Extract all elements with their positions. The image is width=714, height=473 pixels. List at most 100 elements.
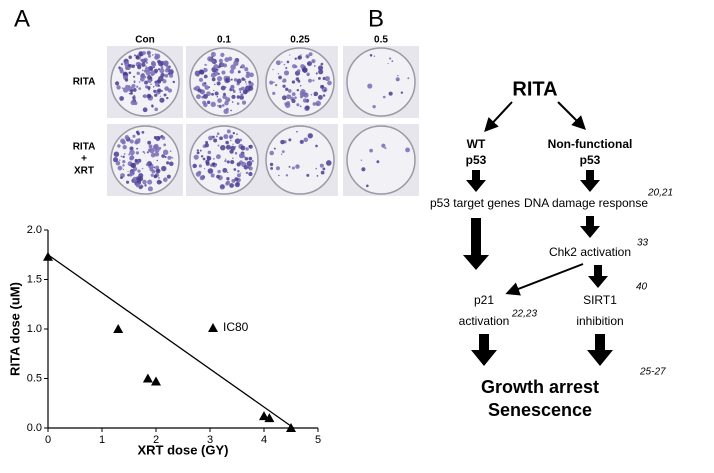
colony [299, 91, 306, 97]
colony [320, 62, 324, 66]
colony [158, 60, 164, 67]
colony [249, 72, 254, 78]
colony [222, 94, 227, 100]
colony [210, 51, 216, 58]
colony [148, 94, 152, 98]
colony [220, 144, 226, 151]
colony [124, 61, 130, 67]
thick-arrow [471, 334, 497, 366]
colony [236, 162, 241, 167]
colony [202, 157, 206, 161]
colony [239, 138, 243, 142]
colony [315, 100, 321, 107]
colony [141, 62, 146, 67]
colony [315, 167, 318, 170]
colony [234, 182, 240, 188]
colony [211, 92, 214, 96]
colony [224, 159, 227, 163]
colony [150, 70, 156, 76]
colony [232, 131, 236, 135]
colony [166, 66, 171, 71]
colony [315, 72, 318, 75]
colony [130, 163, 135, 168]
reference: 20,21 [647, 188, 673, 199]
colony [137, 64, 142, 70]
colony [217, 104, 219, 107]
colony [164, 73, 169, 78]
data-point [286, 423, 296, 432]
y-axis-label: RITA dose (uM) [7, 282, 22, 376]
colony [147, 140, 152, 145]
colony [226, 176, 230, 181]
colony [218, 105, 221, 108]
column-label: 0.1 [217, 35, 231, 46]
colony [128, 71, 132, 75]
y-tick-label: 0.0 [27, 422, 42, 434]
outcome: Growth arrest [481, 377, 599, 397]
colony [123, 153, 126, 155]
colony [297, 69, 301, 73]
colony [233, 168, 237, 171]
colony [244, 67, 249, 72]
colony [225, 140, 229, 145]
colony [287, 89, 292, 93]
colony [115, 160, 121, 166]
colony [162, 79, 167, 84]
colony [137, 169, 141, 173]
colony [223, 148, 226, 150]
colony [225, 77, 231, 83]
colony [138, 51, 144, 57]
colony [210, 72, 216, 78]
colony [233, 78, 238, 82]
colony [297, 79, 301, 83]
colony [213, 63, 219, 70]
colony [243, 165, 249, 170]
colony [217, 169, 221, 174]
colony [240, 93, 244, 97]
colony [291, 98, 296, 104]
colony [150, 83, 152, 85]
colony [237, 170, 240, 173]
colony [296, 88, 300, 92]
colony [122, 160, 126, 164]
colony [136, 55, 139, 59]
data-point [151, 376, 161, 386]
colony [154, 55, 159, 60]
colony [234, 177, 239, 182]
colony [217, 98, 222, 103]
reference: 33 [637, 238, 649, 249]
colony [246, 71, 251, 76]
colony [369, 54, 373, 57]
colony [231, 94, 236, 99]
colony [225, 158, 227, 160]
data-point [113, 324, 124, 333]
colony [245, 147, 249, 151]
colony [166, 174, 171, 179]
fit-line [47, 254, 295, 429]
colony [325, 160, 332, 166]
colony [203, 74, 208, 79]
colony [155, 165, 160, 170]
colony [313, 64, 316, 67]
row-label: + [81, 154, 87, 165]
panel-label: A [14, 5, 30, 32]
colony [153, 166, 156, 169]
y-tick-label: 1.5 [27, 273, 42, 285]
colony [313, 94, 316, 96]
colony [130, 100, 136, 106]
colony [160, 90, 163, 92]
colony [155, 168, 161, 174]
colony [158, 75, 164, 82]
colony [215, 163, 218, 165]
colony [225, 144, 231, 150]
colony [288, 138, 292, 142]
colony [129, 146, 134, 151]
colony [296, 103, 300, 107]
colony [373, 55, 376, 58]
colony [210, 173, 215, 178]
colony [272, 68, 274, 71]
colony [230, 159, 235, 165]
colony [128, 153, 131, 156]
colony [282, 78, 287, 83]
colony [133, 75, 136, 78]
